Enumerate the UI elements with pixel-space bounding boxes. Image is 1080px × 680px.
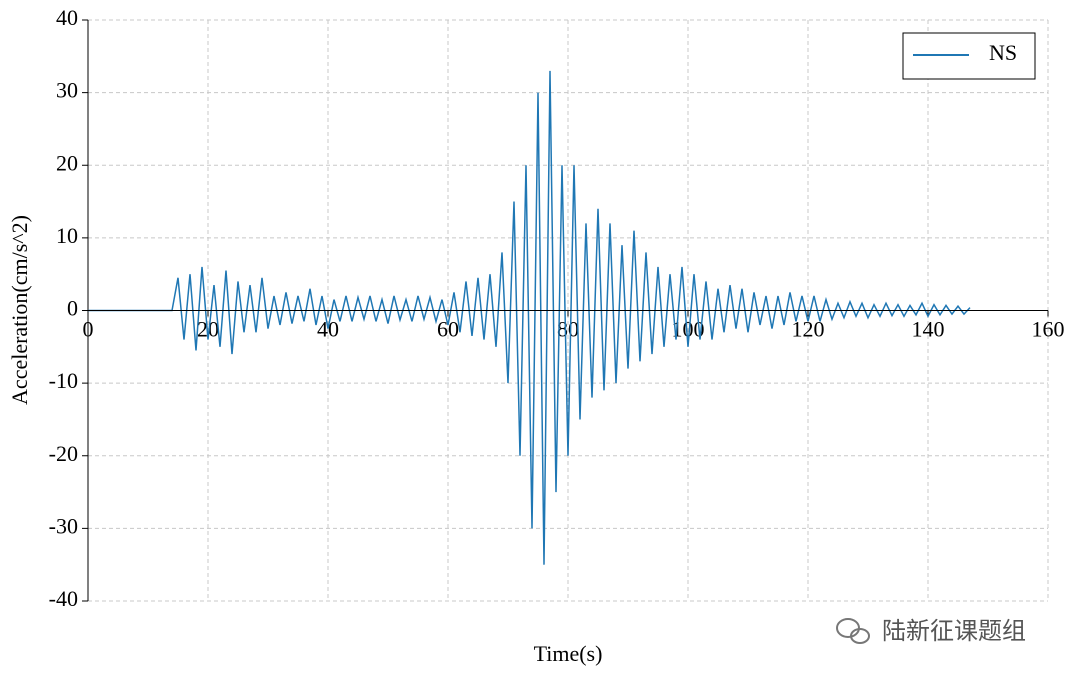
data-line: [88, 70, 971, 565]
y-tick-label: -10: [49, 368, 78, 393]
x-tick-label: 160: [1032, 317, 1065, 342]
y-tick-label: 30: [56, 78, 78, 103]
x-tick-label: 20: [197, 317, 219, 342]
legend-label: NS: [989, 40, 1017, 65]
y-tick-label: 0: [67, 296, 78, 321]
x-tick-label: 140: [912, 317, 945, 342]
watermark: 陆新征课题组: [882, 617, 1026, 645]
y-tick-label: -20: [49, 441, 78, 466]
y-tick-label: -40: [49, 586, 78, 611]
x-tick-label: 40: [317, 317, 339, 342]
x-tick-label: 80: [557, 317, 579, 342]
y-tick-label: 10: [56, 223, 78, 248]
watermark-icon: [836, 618, 870, 644]
y-axis-label: Acceleration(cm/s^2): [7, 215, 32, 405]
y-tick-label: 40: [56, 5, 78, 30]
y-tick-label: 20: [56, 150, 78, 175]
x-axis-label: Time(s): [534, 641, 603, 666]
y-tick-label: -30: [49, 513, 78, 538]
x-tick-label: 60: [437, 317, 459, 342]
